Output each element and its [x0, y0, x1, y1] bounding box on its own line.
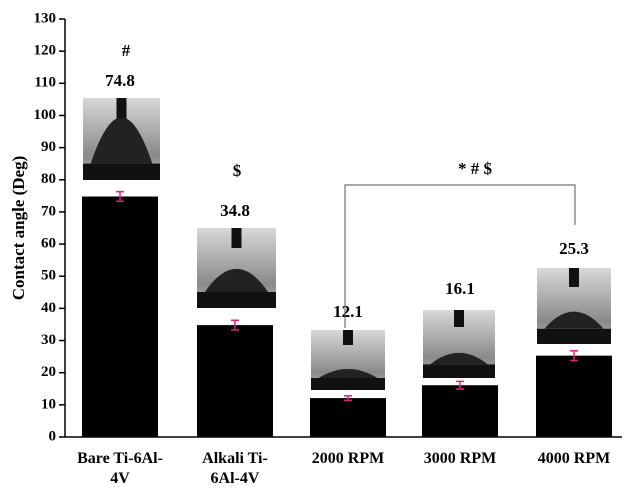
- bar: [310, 398, 386, 437]
- y-tick-label: 30: [41, 332, 56, 348]
- y-tick-label: 50: [41, 268, 56, 284]
- value-label: 16.1: [445, 279, 475, 298]
- y-tick-label: 10: [41, 396, 56, 412]
- substrate: [537, 329, 611, 344]
- bar: [82, 196, 158, 437]
- substrate: [311, 378, 385, 390]
- y-tick-label: 90: [41, 139, 56, 155]
- x-tick-label-box: Bare Ti-6Al-4V: [65, 449, 175, 493]
- annotation: $: [233, 161, 242, 180]
- x-tick-label: Alkali Ti-6Al-4V: [190, 449, 280, 489]
- substrate: [197, 292, 276, 308]
- needle: [569, 268, 579, 287]
- bar: [197, 325, 273, 437]
- y-tick-label: 0: [49, 428, 57, 444]
- y-tick-label: 60: [41, 236, 56, 252]
- bar: [536, 356, 612, 437]
- annotation: * # $: [458, 159, 493, 178]
- annotation: #: [122, 41, 131, 60]
- y-tick-label: 40: [41, 300, 56, 316]
- x-tick-label: 3000 RPM: [405, 449, 515, 469]
- y-tick-label: 100: [34, 107, 57, 123]
- y-tick-label: 130: [34, 10, 57, 26]
- value-label: 25.3: [559, 239, 589, 258]
- value-label: 34.8: [220, 201, 250, 220]
- needle: [117, 98, 127, 119]
- x-tick-label-box: Alkali Ti-6Al-4V: [180, 449, 290, 493]
- x-tick-label-box: 2000 RPM: [293, 449, 403, 493]
- chart: Contact angle (Deg) 0 10 20 30 40 50 60 70 80 90 1…: [0, 0, 628, 494]
- y-tick-label: 70: [41, 203, 56, 219]
- y-tick-label: 20: [41, 364, 56, 380]
- x-tick-label: 4000 RPM: [519, 449, 628, 469]
- y-tick-label: 110: [34, 75, 56, 91]
- x-tick-label: Bare Ti-6Al-4V: [75, 449, 165, 489]
- needle: [232, 228, 242, 248]
- y-tick-label: 80: [41, 171, 56, 187]
- x-tick-label: 2000 RPM: [293, 449, 403, 469]
- needle: [454, 310, 464, 327]
- bar: [422, 385, 498, 437]
- substrate: [83, 164, 160, 180]
- value-label: 12.1: [333, 302, 363, 321]
- x-tick-label-box: 4000 RPM: [519, 449, 628, 493]
- x-tick-label-box: 3000 RPM: [405, 449, 515, 493]
- y-axis-label: Contact angle (Deg): [9, 156, 28, 300]
- needle: [343, 330, 353, 345]
- y-tick-label: 120: [34, 43, 57, 59]
- value-label: 74.8: [105, 71, 135, 90]
- substrate: [423, 364, 495, 378]
